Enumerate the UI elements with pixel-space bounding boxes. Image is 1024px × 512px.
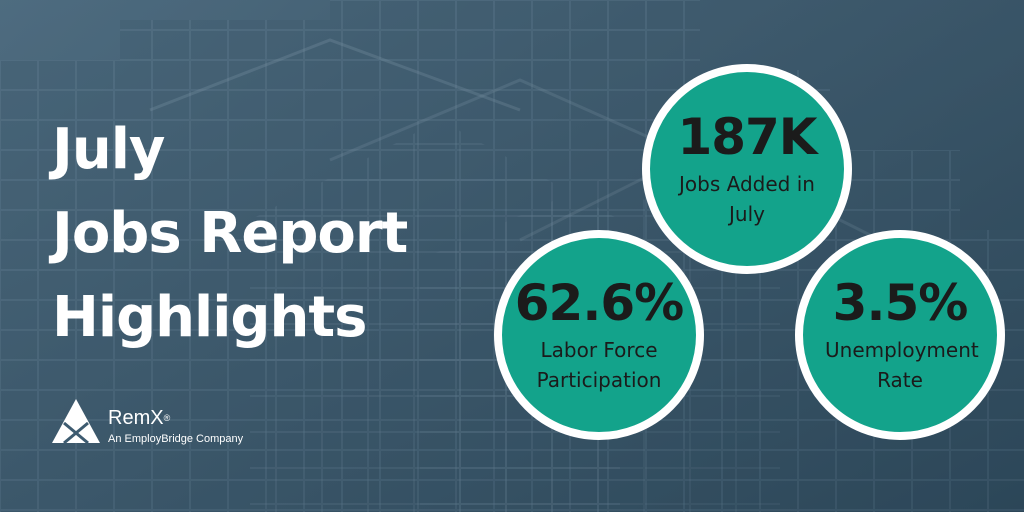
headline: July Jobs Report Highlights	[52, 108, 408, 360]
stat-circle-labor-force: 62.6% Labor Force Participation	[494, 230, 704, 440]
stat-circle-unemployment: 3.5% Unemployment Rate	[795, 230, 1005, 440]
headline-line-3: Highlights	[52, 285, 367, 350]
logo-name: RemX®	[108, 407, 171, 429]
headline-line-1: July	[52, 117, 165, 182]
registered-mark: ®	[163, 413, 171, 423]
logo-tagline: An EmployBridge Company	[108, 433, 244, 445]
remx-logo: RemX® An EmployBridge Company	[50, 397, 290, 453]
stat-value: 187K	[677, 108, 817, 166]
stat-value: 3.5%	[832, 274, 969, 332]
headline-line-2: Jobs Report	[52, 201, 408, 266]
stat-label: Jobs Added in July	[679, 172, 815, 226]
stat-label: Labor Force Participation	[536, 338, 662, 392]
stat-label: Unemployment Rate	[825, 338, 979, 392]
stat-circle-jobs-added: 187K Jobs Added in July	[642, 64, 852, 274]
remx-triangle-icon	[52, 399, 100, 445]
stat-value: 62.6%	[514, 274, 684, 332]
